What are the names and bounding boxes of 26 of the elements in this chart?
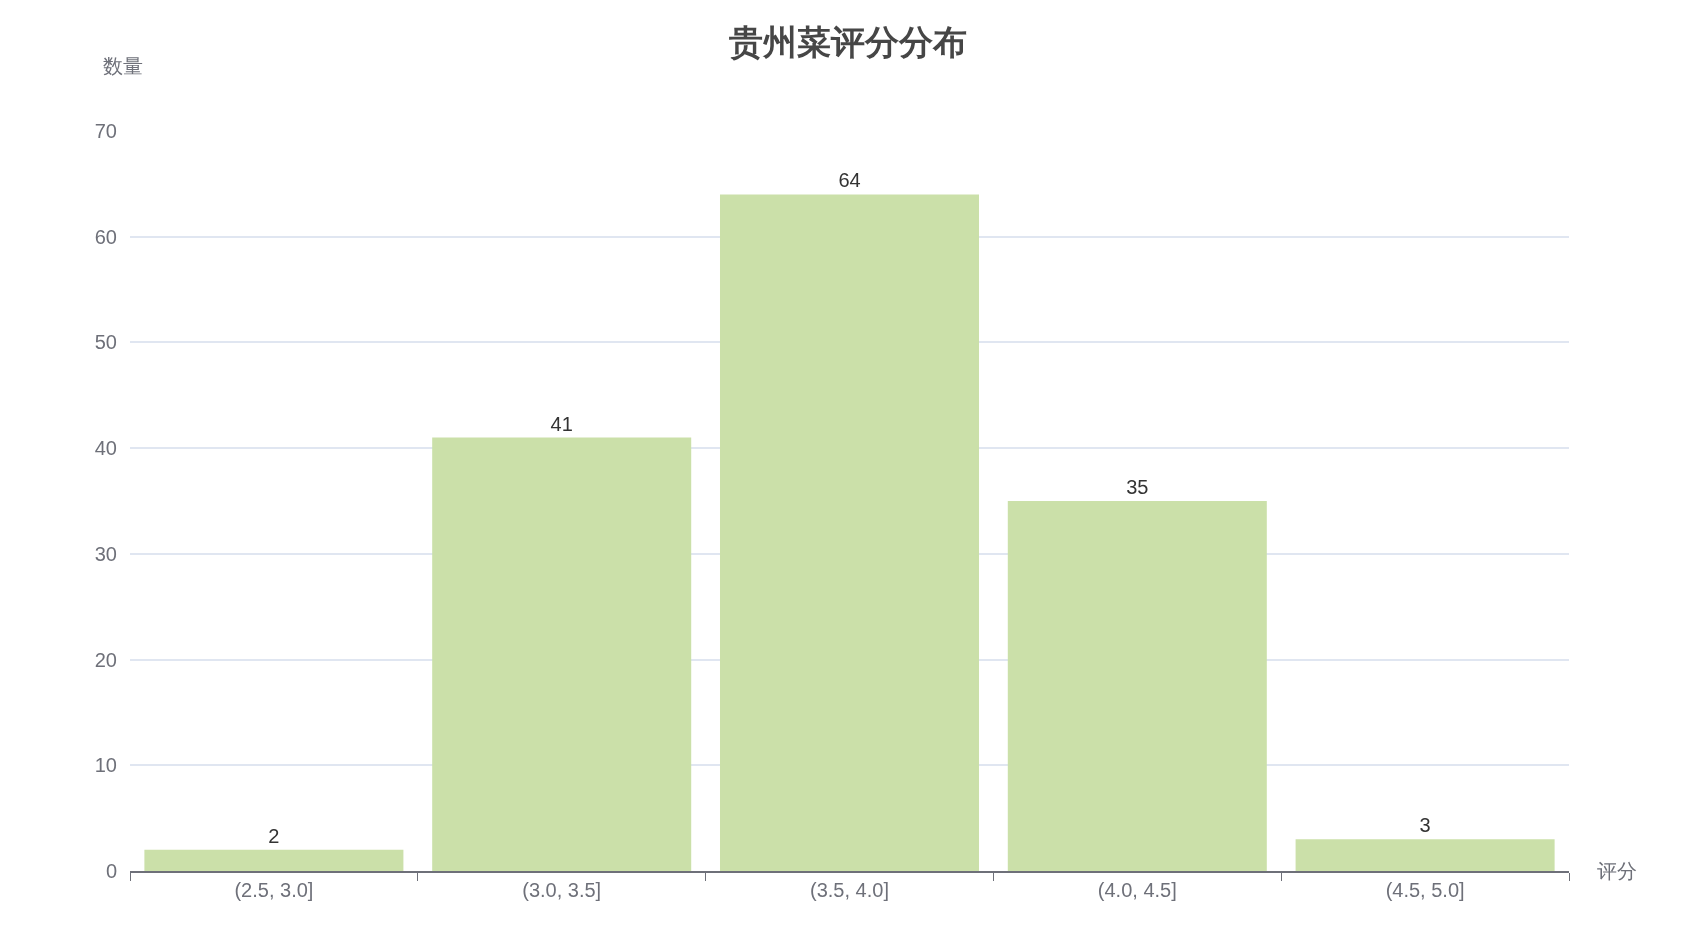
y-tick-label: 30 xyxy=(94,542,117,565)
data-label: 2 xyxy=(268,824,280,847)
y-tick-label: 70 xyxy=(94,120,117,142)
x-tick-label: (3.0, 3.5] xyxy=(522,878,602,901)
data-label: 3 xyxy=(1419,814,1431,837)
bar xyxy=(1295,839,1555,871)
data-label: 35 xyxy=(1126,476,1149,498)
x-tick-label: (3.5, 4.0] xyxy=(810,878,889,901)
y-tick-label: 60 xyxy=(94,225,117,248)
y-axis-title: 数量 xyxy=(103,55,143,77)
bar xyxy=(144,849,404,871)
y-tick-label: 20 xyxy=(94,648,117,671)
bar xyxy=(432,437,692,871)
data-label: 64 xyxy=(838,169,861,192)
chart-title: 贵州菜评分分布 xyxy=(729,22,967,61)
data-label: 41 xyxy=(550,412,573,435)
bar xyxy=(1007,501,1267,871)
x-tick-label: (4.0, 4.5] xyxy=(1097,878,1177,901)
y-tick-label: 10 xyxy=(94,754,117,777)
y-tick-label: 50 xyxy=(94,331,117,354)
x-tick-label: (2.5, 3.0] xyxy=(234,878,314,901)
x-tick-label: (4.5, 5.0] xyxy=(1385,878,1465,901)
y-tick-label: 0 xyxy=(105,860,117,882)
bar xyxy=(719,194,980,871)
x-axis-title: 评分 xyxy=(1597,860,1637,882)
y-tick-label: 40 xyxy=(94,437,117,460)
